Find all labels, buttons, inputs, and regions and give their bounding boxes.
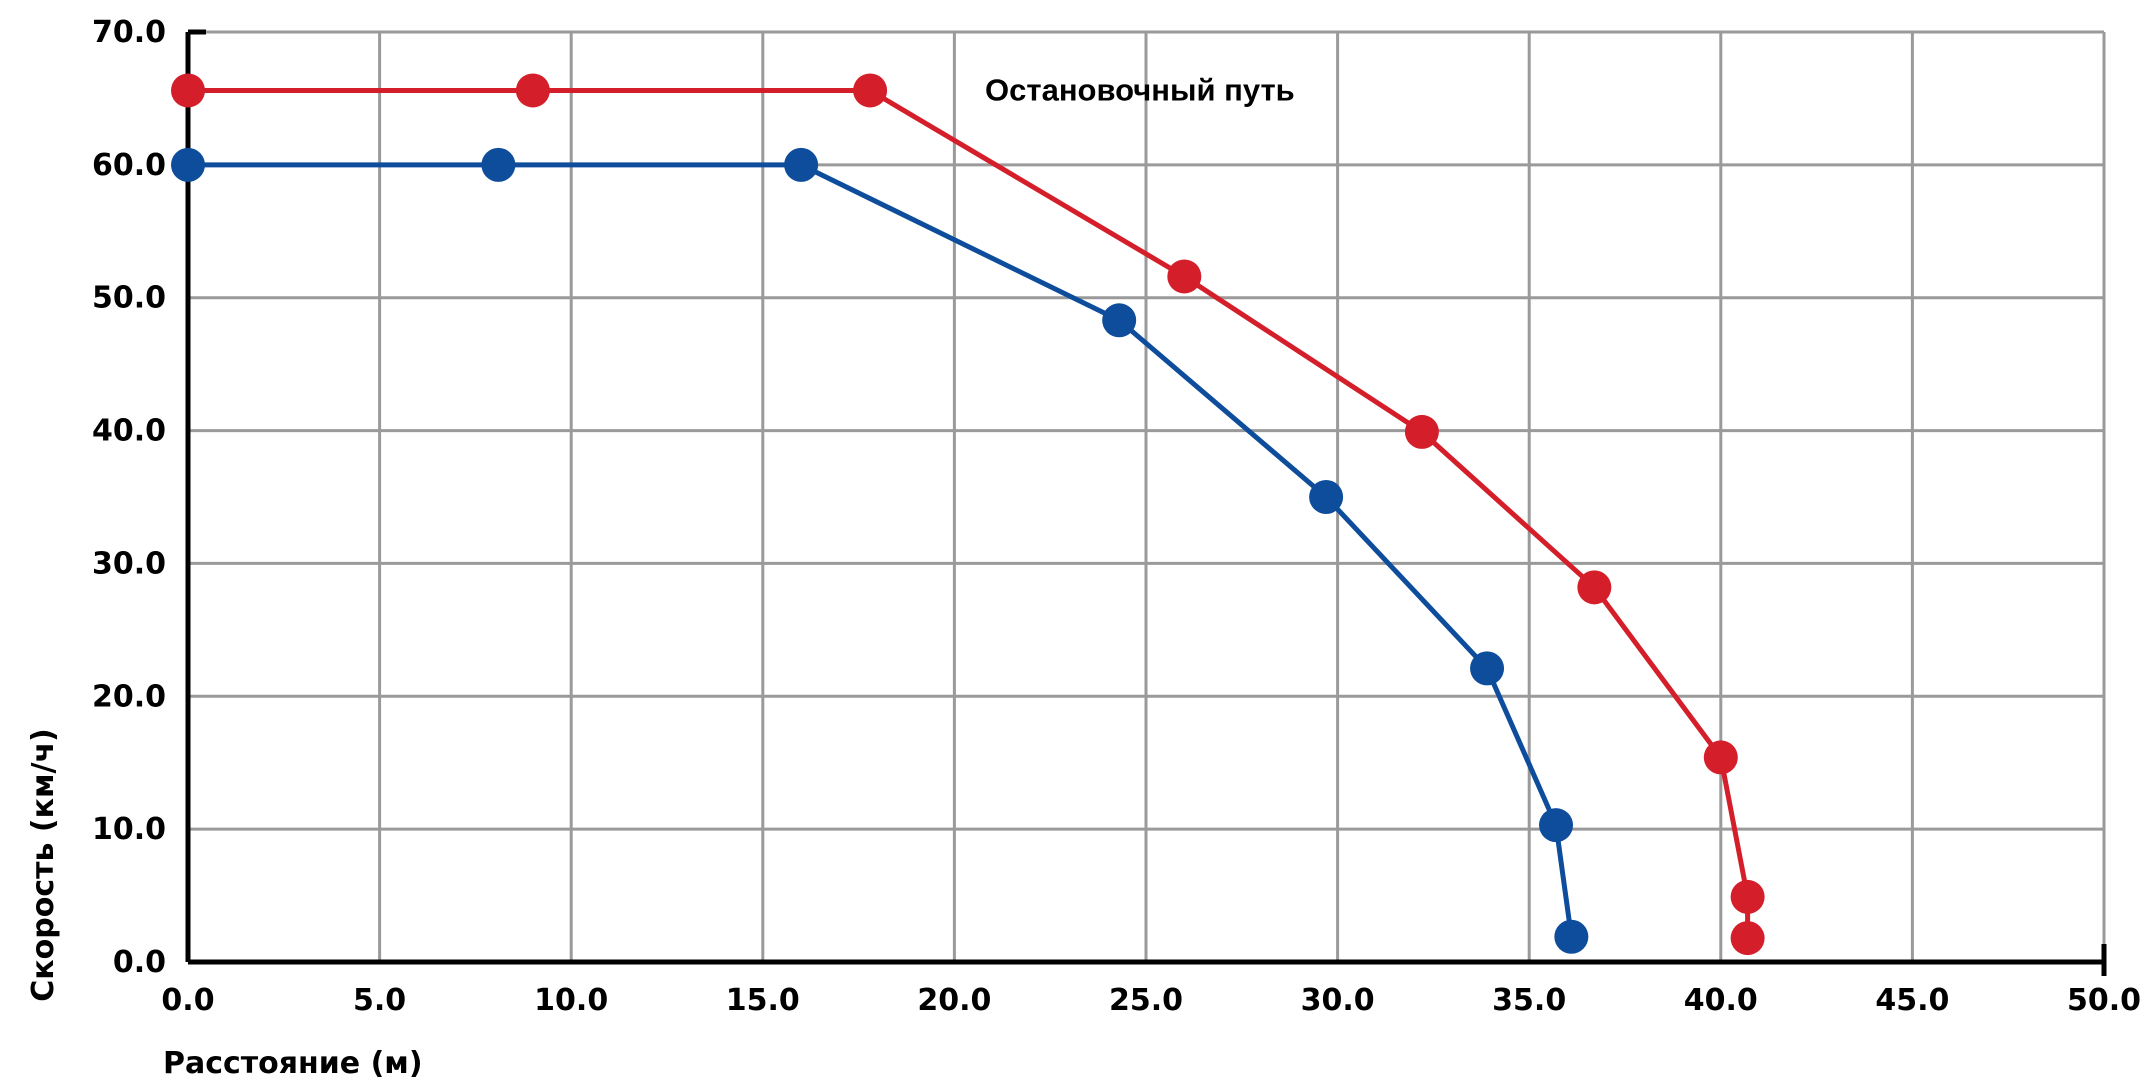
x-tick-label: 20.0 <box>917 983 991 1018</box>
series-1-point <box>853 73 888 108</box>
x-tick-label: 5.0 <box>353 983 406 1018</box>
series-1-point <box>1404 414 1439 449</box>
x-tick-label: 25.0 <box>1109 983 1183 1018</box>
series-2-point <box>784 147 819 182</box>
x-tick-label: 30.0 <box>1301 983 1375 1018</box>
series-2-point <box>1554 919 1589 954</box>
tick-labels: 0.0 5.0 10.0 15.0 20.0 25.0 30.0 35.0 40.0 45.0 50… <box>92 15 2141 1018</box>
y-axis-title: Скорость (км/ч) <box>26 728 61 1002</box>
y-tick-label: 0.0 <box>113 945 166 980</box>
series-1-point <box>171 73 205 108</box>
series-1-point <box>1167 259 1202 294</box>
y-tick-label: 70.0 <box>92 15 166 50</box>
y-tick-label: 10.0 <box>92 812 166 847</box>
series-line-2 <box>188 162 1574 938</box>
series-1-point <box>515 73 550 108</box>
grid <box>188 30 2106 962</box>
series-1-point <box>1730 879 1765 914</box>
series-2-point <box>171 147 205 182</box>
y-tick-label: 50.0 <box>92 281 166 316</box>
series-line-1 <box>188 88 1751 939</box>
series-markers <box>171 73 1765 956</box>
annotation-stopping-distance: Остановочный путь <box>985 72 1295 107</box>
series-2-point <box>1309 480 1344 514</box>
y-tick-label: 30.0 <box>92 546 166 581</box>
y-tick-label: 60.0 <box>92 148 166 183</box>
series-2-point <box>1102 303 1137 338</box>
series-2-point <box>1470 651 1505 686</box>
series-2-point <box>481 147 516 182</box>
x-tick-label: 50.0 <box>2067 983 2141 1018</box>
y-tick-label: 40.0 <box>92 414 166 449</box>
x-tick-label: 15.0 <box>726 983 800 1018</box>
series-1-point <box>1577 570 1612 605</box>
series-1-point <box>1730 921 1765 956</box>
x-tick-label: 35.0 <box>1492 983 1566 1018</box>
x-tick-label: 0.0 <box>161 983 214 1018</box>
x-tick-label: 40.0 <box>1684 983 1758 1018</box>
x-tick-label: 45.0 <box>1875 983 1949 1018</box>
series-lines <box>188 88 1751 939</box>
x-tick-label: 10.0 <box>534 983 608 1018</box>
series-1-point <box>1703 740 1738 775</box>
x-axis-title: Расстояние (м) <box>163 1046 423 1080</box>
series-2-point <box>1539 808 1574 843</box>
y-tick-label: 20.0 <box>92 679 166 714</box>
axes <box>185 29 2107 976</box>
